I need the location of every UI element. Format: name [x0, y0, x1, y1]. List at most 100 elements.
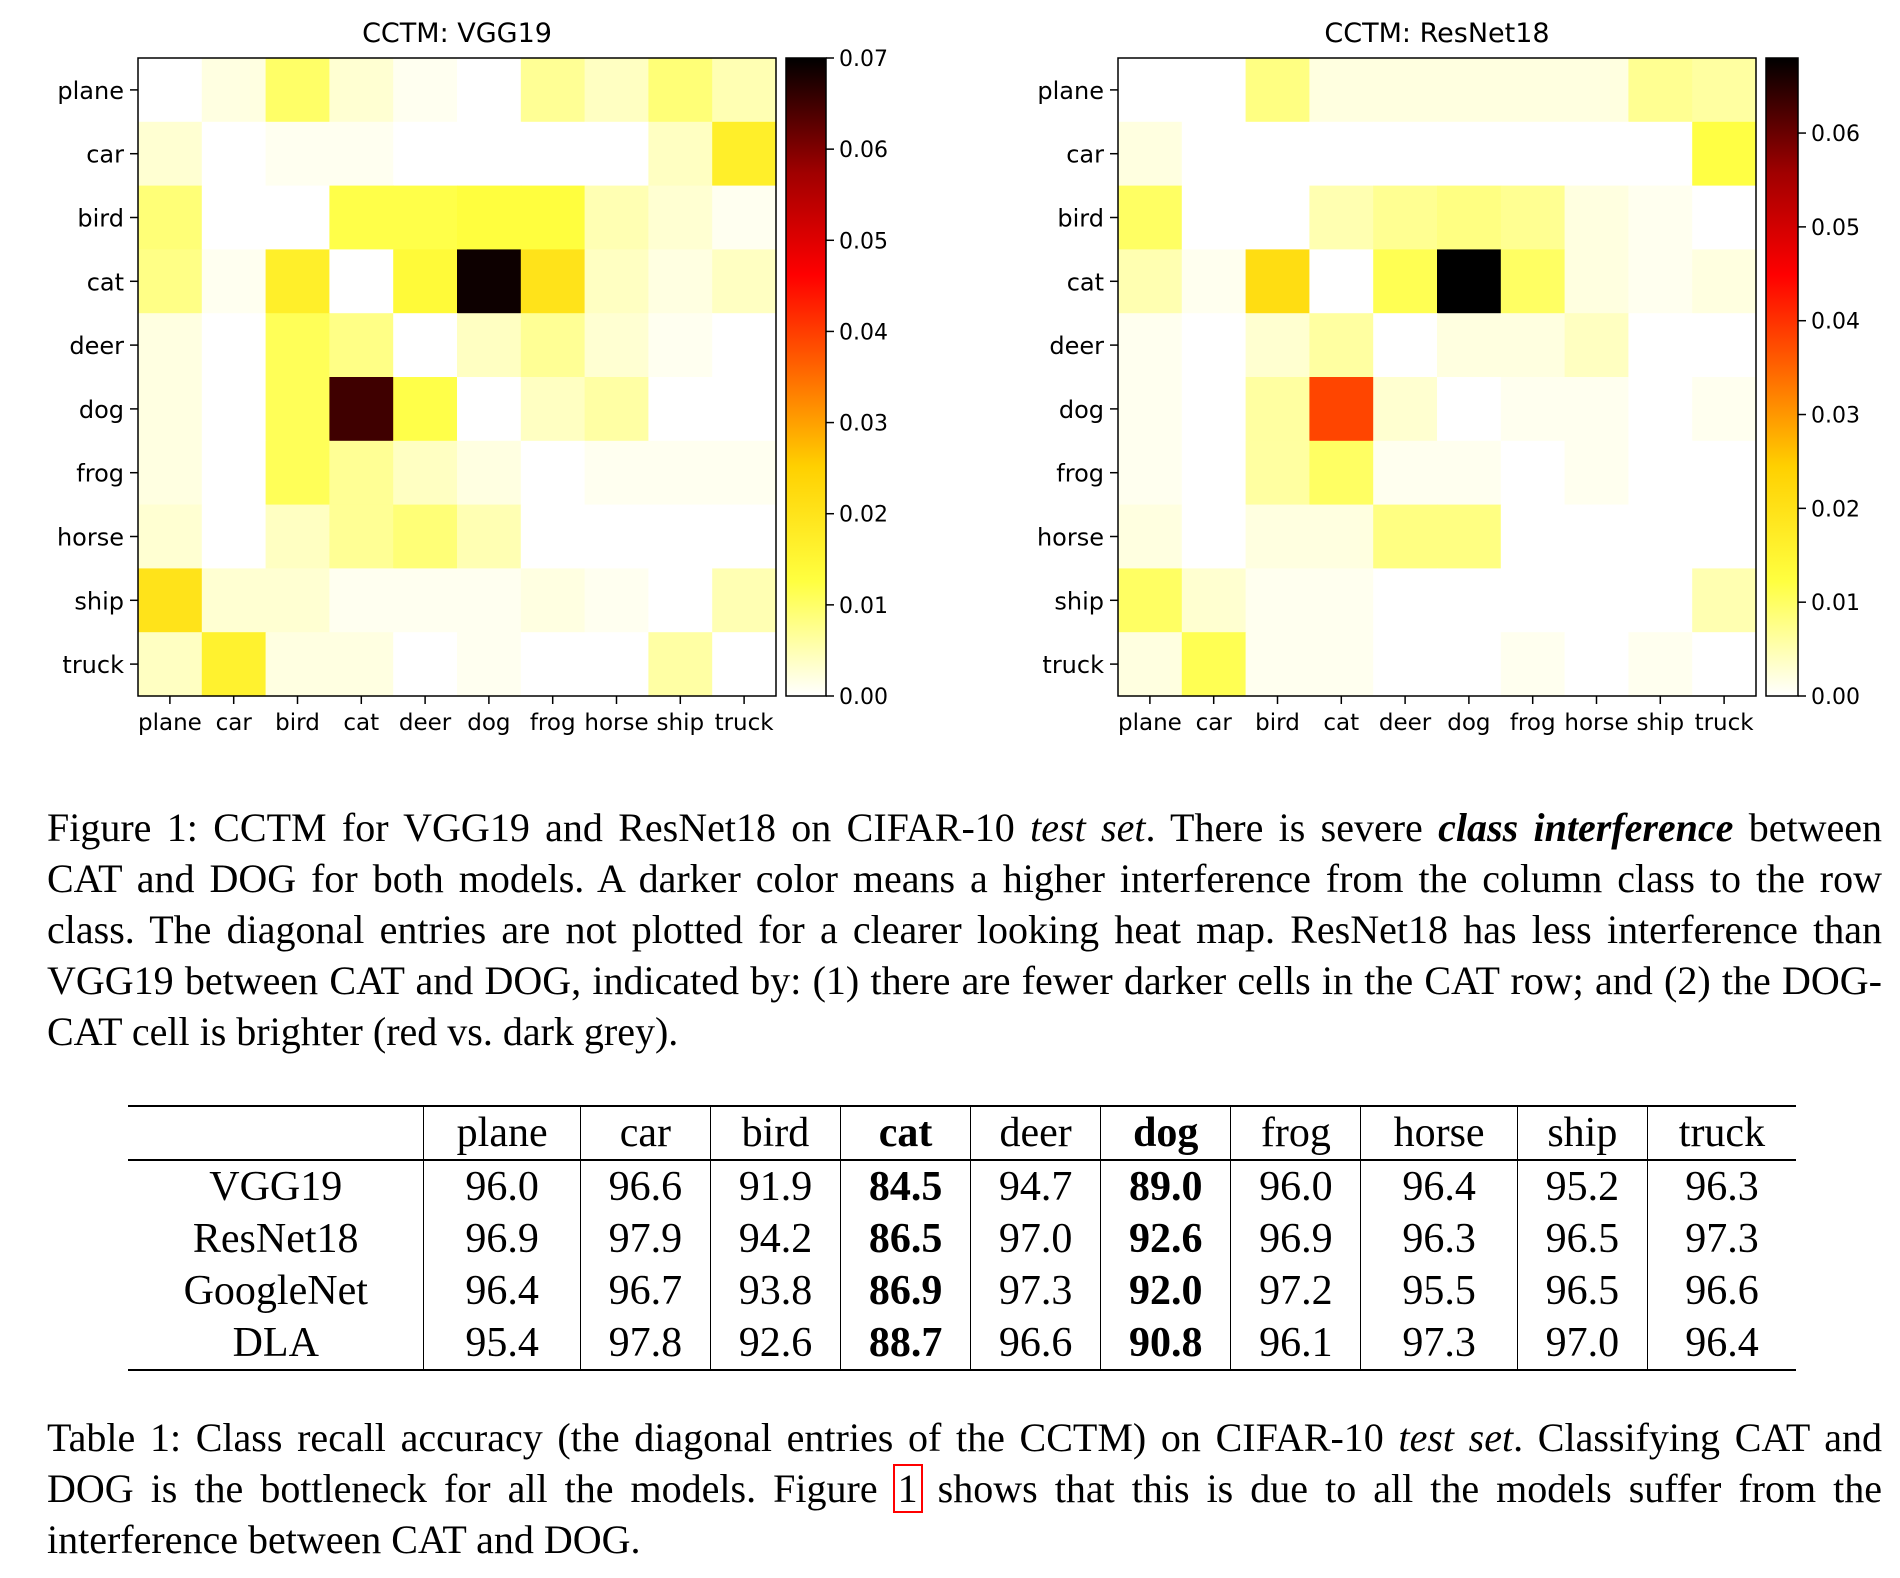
table-cell: 97.3: [1646, 1213, 1796, 1265]
heatmap-cell: [1437, 121, 1502, 187]
col-header-dog: dog: [1100, 1106, 1231, 1160]
heatmap-cell: [1628, 58, 1693, 123]
heatmap-cell: [584, 377, 649, 442]
heatmap-cell: [329, 568, 394, 633]
heatmap-cell: [1181, 568, 1247, 633]
colorbar: [1765, 57, 1799, 697]
y-tick-label: frog: [1056, 460, 1104, 488]
heatmap-cell: [1564, 249, 1629, 314]
x-tick-label: cat: [343, 710, 379, 736]
heatmap-cell: [1564, 632, 1629, 697]
heatmap-cell: [1118, 568, 1183, 633]
heatmap-cell: [1245, 313, 1310, 378]
y-tick-label: bird: [77, 205, 124, 233]
x-tick-label: car: [216, 710, 253, 736]
row-header: ResNet18: [192, 1216, 359, 1262]
colorbar-tick-label: 0.05: [1811, 216, 1860, 241]
heatmap-cell: [520, 249, 586, 314]
heatmap-cell: [1309, 121, 1374, 187]
heatmap-cell: [201, 377, 267, 442]
heatmap-cell: [648, 632, 713, 697]
heatmap-cell: [1181, 440, 1247, 506]
table-row: ResNet18 96.9 97.9 94.2 86.5 97.0 92.6 96.9 96.3…: [128, 1213, 1796, 1265]
figure-reference-link[interactable]: 1: [892, 1464, 923, 1513]
heatmap-cell: [329, 440, 394, 506]
heatmap-cell: [265, 504, 330, 569]
heatmap-cell: [1118, 121, 1183, 187]
heatmap-cell: [584, 440, 649, 506]
colorbar-tick-label: 0.04: [839, 320, 888, 345]
col-header-horse: horse: [1360, 1106, 1518, 1160]
heatmap-cell: [520, 632, 586, 697]
heatmap-cell: [201, 249, 267, 314]
table-cell: 95.5: [1360, 1265, 1518, 1317]
heatmap-cell: [1500, 121, 1566, 187]
heatmap-cell: [138, 185, 203, 250]
table-cell: 94.2: [709, 1213, 841, 1265]
table-cell: 93.8: [709, 1265, 841, 1317]
heatmap-cell: [1373, 504, 1438, 569]
heatmap-cell: [1692, 377, 1757, 442]
x-tick-label: ship: [1637, 710, 1685, 736]
heatmap-cell: [1500, 58, 1566, 123]
heatmap-cell: [1628, 249, 1693, 314]
heatmap-cell: [520, 440, 586, 506]
colorbar-tick-label: 0.01: [1811, 591, 1860, 616]
heatmap-cell: [393, 377, 458, 442]
heatmap-cell: [712, 121, 777, 187]
colorbar-tick-label: 0.02: [839, 503, 888, 528]
y-tick-label: cat: [87, 268, 124, 296]
heatmap-cell: [1181, 185, 1247, 250]
heatmap-cell: [1628, 568, 1693, 633]
heatmap-cell: [1118, 632, 1183, 697]
x-tick-label: deer: [1379, 710, 1432, 736]
heatmap-cell: [329, 632, 394, 697]
heatmap-cell: [138, 632, 203, 697]
heatmap-cell: [1181, 377, 1247, 442]
heatmap-cell: [520, 568, 586, 633]
heatmap-cell: [712, 58, 777, 123]
heatmap-cell: [393, 121, 458, 187]
heatmap-cell: [1628, 504, 1693, 569]
table-cell: 92.0: [1100, 1265, 1231, 1317]
heatmap-cell: [648, 440, 713, 506]
y-tick-label: ship: [74, 587, 124, 615]
chart-title: CCTM: VGG19: [362, 18, 552, 49]
heatmap-cell: [712, 440, 777, 506]
heatmap-cell: [393, 504, 458, 569]
y-tick-label: horse: [1037, 524, 1104, 552]
heatmap-cell: [1373, 249, 1438, 314]
colorbar-tick-label: 0.03: [839, 412, 888, 437]
heatmap-cell: [1692, 58, 1757, 123]
heatmap-cell: [584, 249, 649, 314]
x-tick-label: dog: [1447, 710, 1490, 736]
table-cell: 89.0: [1100, 1160, 1231, 1213]
colorbar-tick-label: 0.01: [839, 594, 888, 619]
heatmap-cell: [1692, 568, 1757, 633]
heatmap-cell: [1181, 632, 1247, 697]
table-cell: 97.2: [1230, 1265, 1361, 1317]
table-cell: 96.5: [1516, 1265, 1648, 1317]
heatmap-cell: [1437, 249, 1502, 314]
x-tick-label: frog: [530, 710, 576, 736]
heatmap-cell: [648, 185, 713, 250]
heatmap-cell: [1628, 632, 1693, 697]
heatmap-cell: [1309, 249, 1374, 314]
x-tick-label: plane: [1118, 710, 1182, 736]
heatmap-cell: [457, 440, 522, 506]
heatmap-cell: [1500, 185, 1566, 250]
heatmap-cell: [1118, 58, 1183, 123]
heatmap-cell: [1245, 504, 1310, 569]
table-cell: 97.3: [1360, 1317, 1518, 1370]
heatmap-cell: [648, 58, 713, 123]
figure-label: Figure 1:: [47, 805, 214, 850]
heatmap-cell: [1564, 313, 1629, 378]
heatmap-cell: [329, 185, 394, 250]
heatmap-cell: [1309, 440, 1374, 506]
table-cell: 95.4: [423, 1317, 581, 1370]
heatmap-cell: [138, 568, 203, 633]
colorbar-tick-label: 0.00: [839, 685, 888, 710]
table-cell: 92.6: [709, 1317, 841, 1370]
heatmap-cell: [1692, 313, 1757, 378]
heatmap-cell: [1564, 58, 1629, 123]
